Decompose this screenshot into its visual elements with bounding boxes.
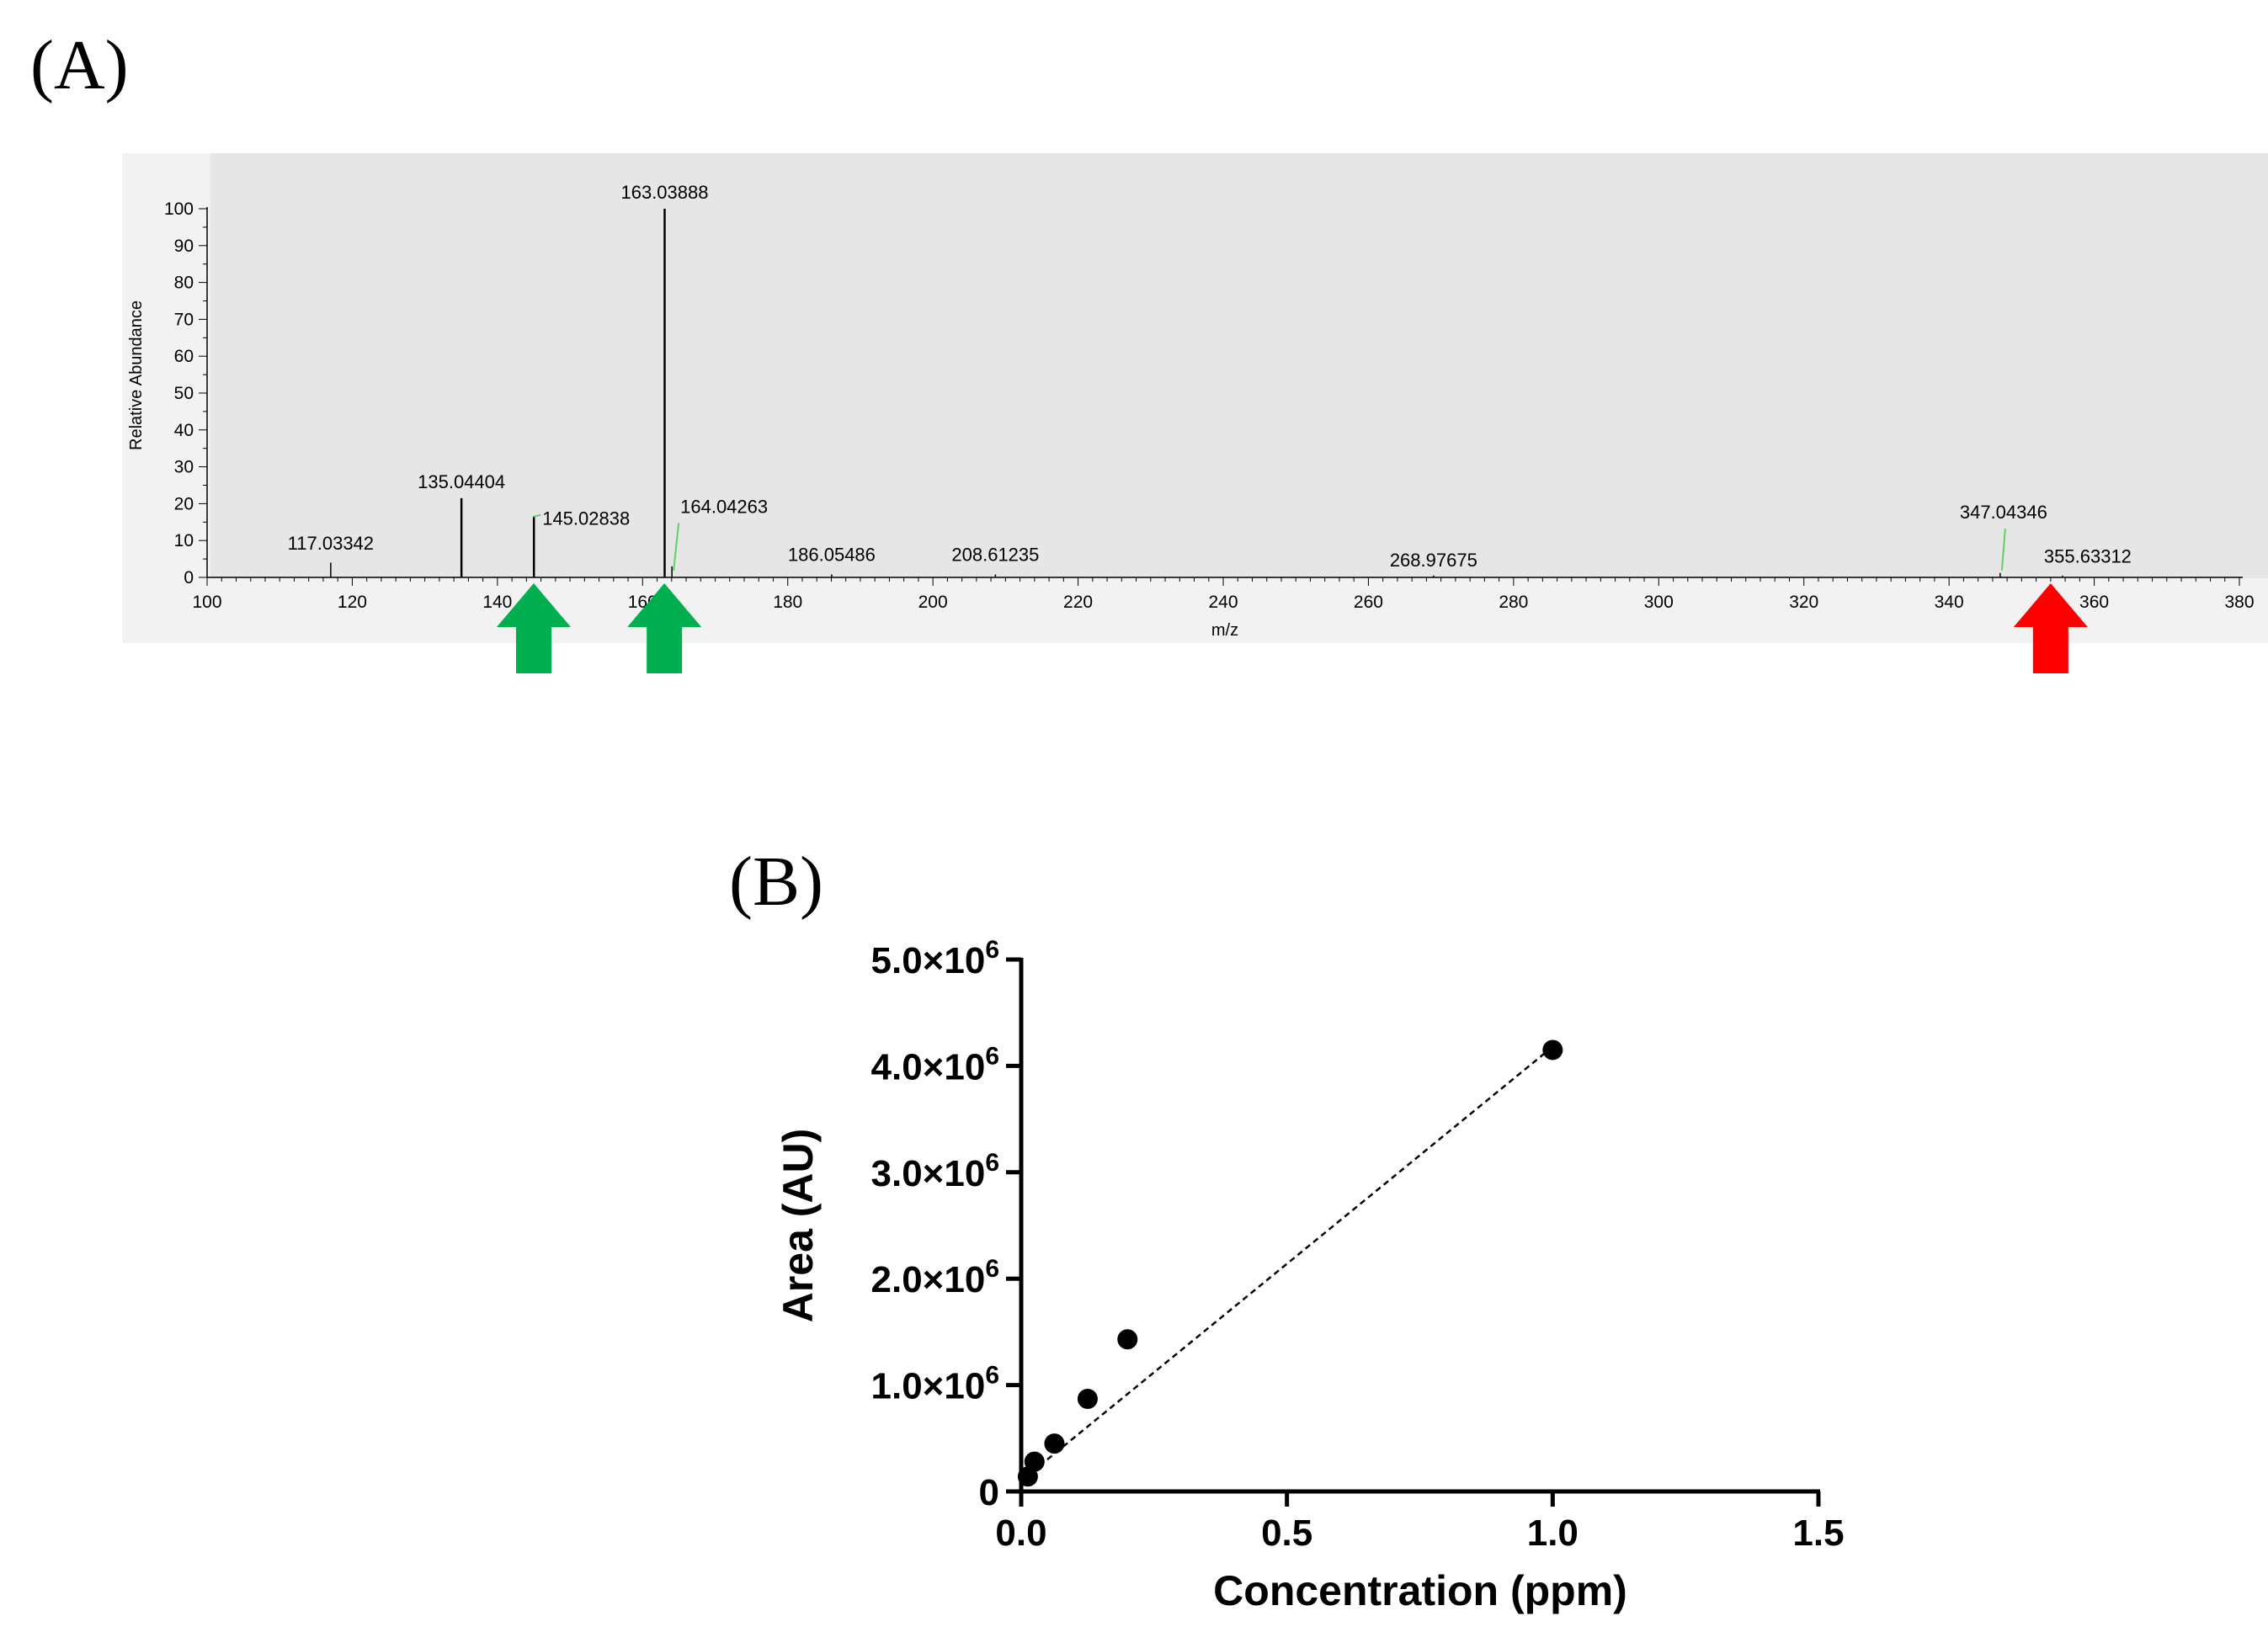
spectrum-peak-label: 163.03888 xyxy=(620,182,708,203)
spectrum-y-tick-label: 50 xyxy=(174,384,194,403)
spectrum-peak-labels: 117.03342 135.04404 145.02838 163.03888 164.… xyxy=(288,182,2132,571)
calibration-data-point xyxy=(1077,1389,1098,1410)
green-arrow-marker xyxy=(627,583,702,673)
calibration-y-tick-exponent: 6 xyxy=(985,1042,999,1070)
spectrum-peak-label: 117.03342 xyxy=(288,533,374,554)
spectrum-peak-label: 355.63312 xyxy=(2044,545,2132,566)
spectrum-peak-label: 145.02838 xyxy=(542,508,630,529)
calibration-y-tick-base: 2.0×10 xyxy=(871,1259,986,1300)
panel-a-label: (A) xyxy=(30,26,129,104)
calibration-y-tick-base: 0 xyxy=(979,1472,999,1513)
spectrum-label-leader xyxy=(2000,528,2006,571)
spectrum-y-tick-label: 90 xyxy=(174,237,194,256)
calibration-y-tick-label: 1.0×106 xyxy=(871,1362,1000,1407)
panel-b-label: (B) xyxy=(729,843,823,921)
calibration-x-tick-label: 0.0 xyxy=(995,1512,1046,1554)
calibration-y-axis-label: Area (AU) xyxy=(775,1129,822,1323)
calibration-y-tick-exponent: 6 xyxy=(985,1255,999,1283)
spectrum-x-tick-label: 180 xyxy=(773,593,802,612)
spectrum-y-tick-label: 100 xyxy=(164,199,194,219)
spectrum-x-tick-label: 320 xyxy=(1789,593,1818,612)
spectrum-x-tick-label: 260 xyxy=(1354,593,1383,612)
spectrum-x-tick-label: 140 xyxy=(482,593,512,612)
spectrum-peak-label: 135.04404 xyxy=(418,471,505,492)
spectrum-x-tick-label: 280 xyxy=(1499,593,1528,612)
spectrum-y-tick-label: 20 xyxy=(174,494,194,513)
mass-spectrum-chart: 100 120 140 160 180 200 220 240 260 280 300 320 340 3… xyxy=(122,153,2268,673)
spectrum-x-tick-label: 100 xyxy=(192,593,221,612)
spectrum-peak-label: 208.61235 xyxy=(951,544,1039,565)
calibration-y-tick-base: 5.0×10 xyxy=(871,940,986,981)
calibration-data-point xyxy=(1044,1433,1065,1454)
calibration-y-tick-exponent: 6 xyxy=(985,936,999,964)
spectrum-x-tick-label: 220 xyxy=(1063,593,1093,612)
calibration-y-tick-label: 3.0×106 xyxy=(871,1149,1000,1194)
calibration-fit-line xyxy=(1023,1045,1554,1480)
spectrum-label-leader xyxy=(673,523,680,571)
spectrum-x-tick-label: 240 xyxy=(1208,593,1238,612)
spectrum-axes: 100 120 140 160 180 200 220 240 260 280 300 320 340 3… xyxy=(164,199,2255,612)
green-arrow-marker xyxy=(496,583,571,673)
spectrum-y-tick-label: 0 xyxy=(184,568,194,587)
spectrum-x-tick-label: 200 xyxy=(918,593,948,612)
calibration-data-point xyxy=(1117,1329,1138,1350)
calibration-y-tick-exponent: 6 xyxy=(985,1149,999,1177)
spectrum-x-axis-label: m/z xyxy=(1211,621,1238,640)
spectrum-y-tick-label: 30 xyxy=(174,458,194,477)
spectrum-y-axis-label: Relative Abundance xyxy=(127,300,146,450)
calibration-y-tick-base: 3.0×10 xyxy=(871,1153,986,1194)
calibration-x-axis-label: Concentration (ppm) xyxy=(1213,1567,1627,1614)
calibration-points xyxy=(1017,1039,1563,1487)
spectrum-y-tick-label: 10 xyxy=(174,531,194,550)
calibration-data-point xyxy=(1024,1451,1045,1472)
calibration-y-tick-base: 1.0×10 xyxy=(871,1366,986,1407)
calibration-y-tick-base: 4.0×10 xyxy=(871,1046,986,1087)
spectrum-plot-area xyxy=(210,153,2268,578)
calibration-fit-dashed-line xyxy=(1023,1045,1554,1480)
calibration-x-tick-label: 1.5 xyxy=(1792,1512,1844,1554)
spectrum-x-tick-label: 340 xyxy=(1935,593,1964,612)
red-arrow-marker xyxy=(2013,583,2088,673)
spectrum-x-tick-label: 360 xyxy=(2079,593,2109,612)
spectrum-peak-label: 164.04263 xyxy=(680,496,768,517)
spectrum-y-tick-label: 70 xyxy=(174,310,194,329)
spectrum-y-tick-label: 40 xyxy=(174,421,194,440)
calibration-chart: 0.0 0.5 1.0 1.501.0×1062.0×1063.0×1064.0×10… xyxy=(775,936,1845,1614)
calibration-data-point xyxy=(1542,1039,1563,1061)
spectrum-peak-label: 268.97675 xyxy=(1390,550,1477,571)
spectrum-x-tick-label: 300 xyxy=(1644,593,1674,612)
calibration-y-tick-label: 4.0×106 xyxy=(871,1042,1000,1087)
spectrum-peak-label: 186.05486 xyxy=(788,544,876,565)
calibration-axes: 0.0 0.5 1.0 1.501.0×1062.0×1063.0×1064.0×10… xyxy=(871,936,1845,1554)
spectrum-peaks xyxy=(330,209,2063,577)
calibration-y-tick-label: 5.0×106 xyxy=(871,936,1000,981)
spectrum-y-tick-label: 60 xyxy=(174,347,194,366)
spectrum-x-tick-label: 120 xyxy=(338,593,367,612)
spectrum-peak-label: 347.04346 xyxy=(1960,502,2047,523)
calibration-y-tick-label: 0 xyxy=(979,1472,999,1513)
calibration-x-tick-label: 0.5 xyxy=(1261,1512,1312,1554)
calibration-x-tick-label: 1.0 xyxy=(1527,1512,1579,1554)
peak-markers xyxy=(496,583,2088,673)
spectrum-x-tick-label: 380 xyxy=(2224,593,2254,612)
calibration-y-tick-exponent: 6 xyxy=(985,1362,999,1390)
spectrum-y-tick-label: 80 xyxy=(174,274,194,293)
spectrum-label-leader xyxy=(533,513,541,518)
calibration-y-tick-label: 2.0×106 xyxy=(871,1255,1000,1300)
